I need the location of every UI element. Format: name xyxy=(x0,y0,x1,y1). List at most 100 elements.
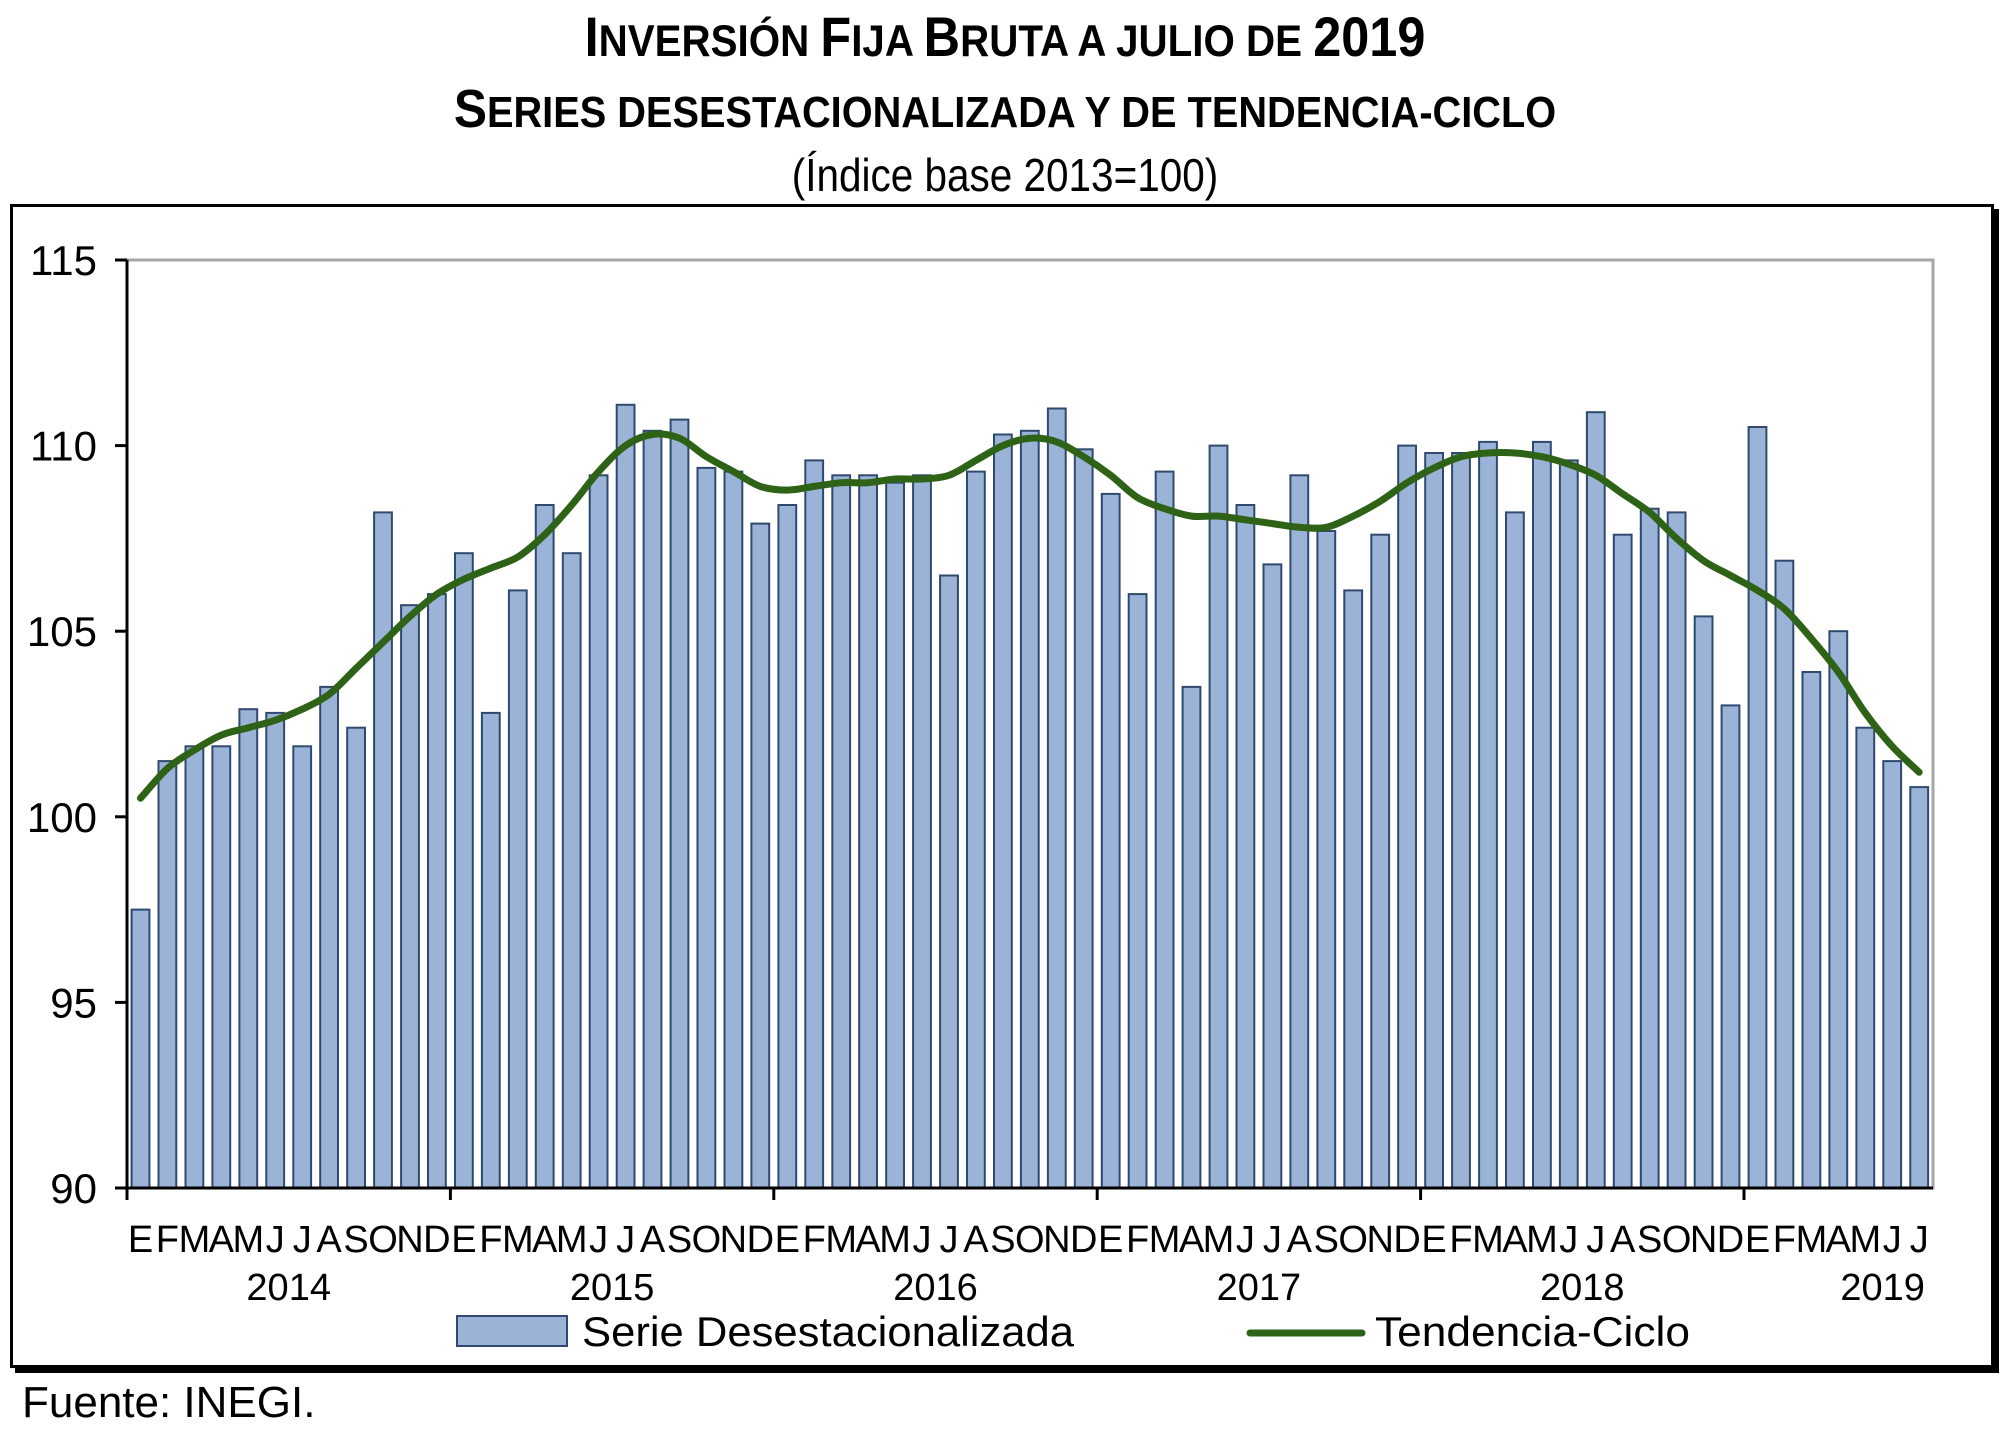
bar xyxy=(1693,615,1714,1189)
x-year-label: 2019 xyxy=(1840,1267,1925,1309)
x-month-label: J xyxy=(1263,1219,1282,1261)
bar xyxy=(669,418,690,1190)
bar xyxy=(804,459,825,1189)
x-year-label: 2014 xyxy=(246,1267,331,1309)
x-month-label: A xyxy=(1287,1219,1313,1261)
title-smallcaps: RUTA A JULIO DE xyxy=(960,16,1314,66)
x-month-label: N xyxy=(1690,1219,1717,1261)
x-month-label: J xyxy=(1883,1219,1902,1261)
chart-title: INVERSIÓN FIJA BRUTA A JULIO DE 2019 xyxy=(101,4,1910,69)
bar xyxy=(454,552,474,1189)
bar xyxy=(157,760,178,1189)
bar xyxy=(831,474,852,1189)
bar xyxy=(319,685,340,1190)
bar xyxy=(1424,452,1444,1189)
x-month-label: M xyxy=(1149,1219,1181,1261)
title-smallcaps: ERIES DESESTACIONALIZADA Y DE TENDENCIA-… xyxy=(486,89,1557,137)
x-month-label: E xyxy=(1421,1219,1446,1261)
trend-series xyxy=(137,430,1923,802)
legend-label-bars: Serie Desestacionalizada xyxy=(582,1308,1075,1355)
bar xyxy=(561,552,582,1189)
bar xyxy=(1585,411,1606,1189)
bar xyxy=(1882,760,1903,1189)
x-year-label: 2016 xyxy=(893,1267,978,1309)
bar xyxy=(534,504,555,1189)
x-month-label: M xyxy=(1796,1219,1828,1261)
x-month-label: A xyxy=(1502,1219,1528,1261)
x-year-label: 2018 xyxy=(1540,1267,1625,1309)
bar xyxy=(1666,511,1687,1189)
x-month-label: S xyxy=(1314,1219,1339,1261)
x-month-label: O xyxy=(1015,1219,1045,1261)
x-month-label: F xyxy=(156,1219,179,1261)
bar xyxy=(966,470,986,1190)
x-month-label: N xyxy=(720,1219,747,1261)
bar xyxy=(238,708,259,1189)
y-tick-label: 100 xyxy=(27,794,97,841)
x-month-label: M xyxy=(179,1219,211,1261)
x-month-label: J xyxy=(589,1219,608,1261)
bar xyxy=(750,522,771,1189)
trend-line xyxy=(137,430,1923,802)
bar xyxy=(130,908,151,1189)
bar xyxy=(1127,593,1148,1189)
x-month-label: A xyxy=(640,1219,666,1261)
bar xyxy=(939,574,959,1189)
x-month-label: S xyxy=(343,1219,368,1261)
x-month-label: E xyxy=(1745,1219,1770,1261)
x-month-label: F xyxy=(479,1219,502,1261)
y-tick-label: 115 xyxy=(30,237,97,284)
x-month-label: J xyxy=(1559,1219,1578,1261)
x-month-label: J xyxy=(913,1219,932,1261)
x-year-label: 2015 xyxy=(570,1267,655,1309)
legend-label-line: Tendencia-Ciclo xyxy=(1375,1308,1690,1355)
x-month-label: E xyxy=(128,1219,153,1261)
bar xyxy=(615,403,636,1189)
bar xyxy=(1451,452,1471,1189)
x-month-label: O xyxy=(1338,1219,1368,1261)
bar xyxy=(1909,786,1930,1189)
bar xyxy=(993,433,1013,1189)
x-month-label: A xyxy=(1179,1219,1205,1261)
x-month-label: J xyxy=(616,1219,635,1261)
bar xyxy=(1154,470,1175,1190)
x-month-label: A xyxy=(1610,1219,1636,1261)
bar xyxy=(184,745,205,1189)
x-month-label: F xyxy=(1126,1219,1149,1261)
legend-swatch-bars xyxy=(456,1315,568,1347)
x-month-label: M xyxy=(1526,1219,1558,1261)
bar xyxy=(777,504,798,1189)
bar xyxy=(427,593,447,1189)
title-capital: B xyxy=(923,5,961,68)
bar xyxy=(912,474,932,1189)
bar xyxy=(1397,444,1417,1190)
x-month-label: D xyxy=(1393,1219,1420,1261)
x-month-label: A xyxy=(963,1219,989,1261)
x-month-label: A xyxy=(1826,1219,1852,1261)
x-month-label: N xyxy=(1043,1219,1070,1261)
bar xyxy=(1181,685,1202,1190)
chart-subtitle-series: SERIES DESESTACIONALIZADA Y DE TENDENCIA… xyxy=(80,78,1929,140)
bar xyxy=(885,481,906,1189)
bar xyxy=(1505,511,1525,1189)
bar xyxy=(1801,671,1822,1189)
bar xyxy=(1639,507,1660,1189)
bar xyxy=(1558,459,1579,1189)
x-month-label: J xyxy=(940,1219,959,1261)
chart-subtitle-index: (Índice base 2013=100) xyxy=(791,149,1219,201)
bar xyxy=(1100,492,1121,1189)
bar xyxy=(400,604,420,1189)
x-month-label: M xyxy=(879,1219,911,1261)
x-month-label: S xyxy=(667,1219,692,1261)
x-month-label: M xyxy=(1203,1219,1235,1261)
x-month-label: A xyxy=(316,1219,342,1261)
bar xyxy=(1828,630,1849,1189)
bar xyxy=(1262,563,1283,1189)
bar xyxy=(1343,589,1364,1189)
x-month-label: D xyxy=(1070,1219,1097,1261)
x-month-label: A xyxy=(855,1219,881,1261)
bar xyxy=(1774,559,1795,1189)
x-month-label: A xyxy=(532,1219,558,1261)
bar xyxy=(1855,726,1876,1189)
bar xyxy=(1073,448,1094,1189)
